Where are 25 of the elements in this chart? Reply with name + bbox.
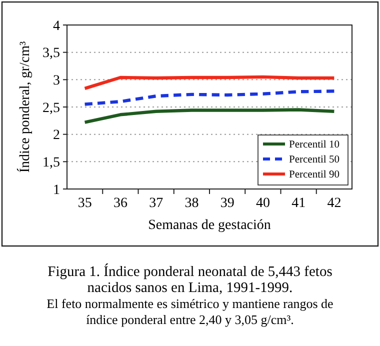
x-axis-title: Semanas de gestación: [148, 218, 271, 233]
line-series: [83, 75, 336, 90]
x-tick-label: 39: [220, 196, 234, 211]
line-series: [83, 108, 336, 124]
y-tick-label: 3,5: [42, 46, 60, 62]
y-axis-title: Índice ponderal, gr/cm³: [16, 41, 33, 173]
x-tick-label: 40: [256, 196, 270, 211]
legend-label: Percentil 50: [289, 154, 340, 166]
text: El feto normalmente es simétrico y mantiene rangos de índice ponderal entre 2,40 y 3,05 g/cm³.: [46, 296, 334, 327]
y-tick-label: 1: [53, 182, 60, 198]
legend-label: Percentil 90: [289, 170, 340, 181]
y-tick-label: 1,5: [42, 156, 60, 171]
x-tick-label: 38: [184, 196, 199, 211]
text: Figura 1. Índice ponderal neonatal de 5,443 fetos nacidos sanos en Lima, 1991-1999.: [48, 263, 333, 296]
x-tick-label: 37: [149, 196, 164, 211]
x-tick-label: 42: [327, 196, 342, 211]
y-tick-label: 2: [53, 128, 60, 144]
legend-label: Percentil 10: [289, 140, 340, 151]
x-tick-label: 41: [292, 196, 306, 211]
line-series: [83, 90, 336, 106]
y-tick-label: 4: [53, 18, 60, 34]
x-tick-label: 35: [78, 196, 92, 211]
y-tick-label: 3: [53, 74, 60, 89]
y-tick-label: 2,5: [42, 100, 60, 116]
x-tick-label: 36: [113, 196, 128, 211]
